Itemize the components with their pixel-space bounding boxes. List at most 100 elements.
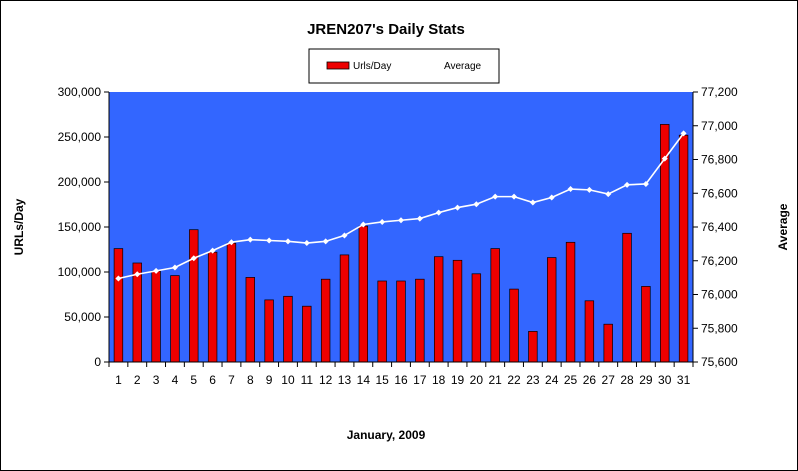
average-point-day-6: [209, 247, 216, 254]
bar-day-3: [151, 270, 161, 363]
right-tick-label: 76,600: [701, 186, 738, 200]
x-tick-label: 2: [134, 373, 141, 387]
x-tick-label: 16: [394, 373, 408, 387]
y-axis-title: URLs/Day: [12, 198, 26, 255]
x-tick-label: 8: [247, 373, 254, 387]
left-tick-label: 250,000: [58, 130, 102, 144]
right-tick-label: 77,200: [701, 85, 738, 99]
average-point-day-19: [454, 204, 461, 211]
x-axis-ticks: 1 2 3 4 5 6 7 8 9 10 11 12 13 14 15 16 17 18 19 20 21 22 23 24 2…: [108, 362, 694, 387]
x-tick-label: 7: [228, 373, 235, 387]
average-point-day-31: [680, 130, 687, 137]
x-tick-label: 6: [209, 373, 216, 387]
x-tick-label: 1: [115, 373, 122, 387]
bar-day-27: [603, 323, 613, 363]
average-point-day-5: [190, 255, 197, 262]
average-point-day-4: [171, 264, 178, 271]
average-point-day-12: [322, 238, 329, 245]
right-tick-label: 76,800: [701, 153, 738, 167]
bar-day-31: [678, 134, 689, 363]
bar-day-29: [641, 286, 651, 363]
average-point-day-23: [529, 199, 536, 206]
average-point-day-24: [548, 194, 555, 201]
bar-day-5: [189, 229, 199, 363]
x-tick-label: 18: [432, 373, 446, 387]
average-point-day-29: [642, 180, 649, 187]
x-tick-label: 30: [658, 373, 672, 387]
x-tick-label: 22: [507, 373, 521, 387]
bar-day-13: [339, 254, 350, 363]
average-point-day-18: [435, 209, 442, 216]
bar-day-24: [547, 257, 557, 363]
average-point-day-20: [473, 201, 480, 208]
y2-axis-title: Average: [776, 203, 790, 250]
x-tick-label: 14: [357, 373, 371, 387]
x-tick-label: 11: [301, 373, 314, 387]
average-point-day-8: [247, 236, 254, 243]
average-point-day-22: [511, 193, 518, 200]
bar-day-6: [207, 251, 218, 363]
x-tick-label: 13: [338, 373, 352, 387]
bar-day-9: [264, 299, 274, 363]
legend-label-urls-per-day: Urls/Day: [353, 61, 391, 72]
bar-series: [113, 124, 689, 363]
average-point-day-7: [228, 239, 235, 246]
legend: Urls/Day Average: [308, 48, 500, 84]
x-tick-label: 3: [153, 373, 160, 387]
average-point-day-9: [266, 237, 273, 244]
x-tick-label: 19: [451, 373, 465, 387]
average-point-day-17: [416, 215, 423, 222]
left-tick-label: 0: [94, 355, 101, 369]
legend-line-marker: [422, 62, 428, 68]
bar-day-16: [396, 280, 406, 363]
average-point-day-21: [492, 193, 499, 200]
x-tick-label: 31: [677, 373, 691, 387]
average-point-day-26: [586, 186, 593, 193]
legend-label-average: Average: [444, 61, 482, 72]
x-tick-label: 15: [375, 373, 389, 387]
x-tick-label: 23: [526, 373, 540, 387]
x-tick-label: 27: [602, 373, 616, 387]
average-point-day-11: [303, 240, 310, 247]
right-tick-label: 76,400: [701, 220, 738, 234]
left-tick-label: 150,000: [58, 220, 102, 234]
x-tick-label: 12: [319, 373, 333, 387]
left-axis-ticks: 0 50,000 100,000 150,000 200,000 250,000 300,0…: [58, 85, 109, 369]
bar-day-14: [358, 225, 369, 363]
x-tick-label: 29: [639, 373, 653, 387]
x-tick-label: 28: [620, 373, 634, 387]
bar-day-15: [377, 280, 387, 363]
bar-day-22: [509, 288, 519, 363]
average-point-day-25: [567, 186, 574, 193]
x-axis-title: January, 2009: [347, 428, 426, 442]
bar-day-4: [170, 275, 180, 363]
left-tick-label: 100,000: [58, 265, 102, 279]
bar-day-28: [622, 232, 632, 363]
left-tick-label: 200,000: [58, 175, 102, 189]
right-tick-label: 75,800: [701, 321, 738, 335]
average-point-day-2: [134, 271, 141, 278]
x-tick-label: 4: [172, 373, 179, 387]
bar-day-2: [132, 262, 142, 363]
bar-day-18: [433, 256, 444, 363]
x-tick-label: 10: [281, 373, 295, 387]
x-tick-label: 17: [413, 373, 427, 387]
bar-day-1: [113, 248, 124, 363]
average-line-series: [115, 130, 687, 282]
bar-day-26: [584, 300, 595, 363]
bar-day-8: [245, 277, 255, 363]
bar-day-7: [226, 242, 237, 363]
x-tick-label: 5: [190, 373, 197, 387]
x-tick-label: 9: [266, 373, 273, 387]
average-point-day-13: [341, 232, 348, 239]
average-point-day-28: [624, 181, 631, 188]
right-tick-label: 76,000: [701, 288, 738, 302]
right-axis-ticks: 75,600 75,800 76,000 76,200 76,400 76,600 76,8…: [693, 85, 738, 369]
left-tick-label: 300,000: [58, 85, 102, 99]
x-tick-label: 24: [545, 373, 559, 387]
left-tick-label: 50,000: [64, 310, 101, 324]
legend-bar-swatch: [326, 61, 350, 70]
x-tick-label: 25: [564, 373, 578, 387]
bar-day-10: [283, 295, 293, 363]
